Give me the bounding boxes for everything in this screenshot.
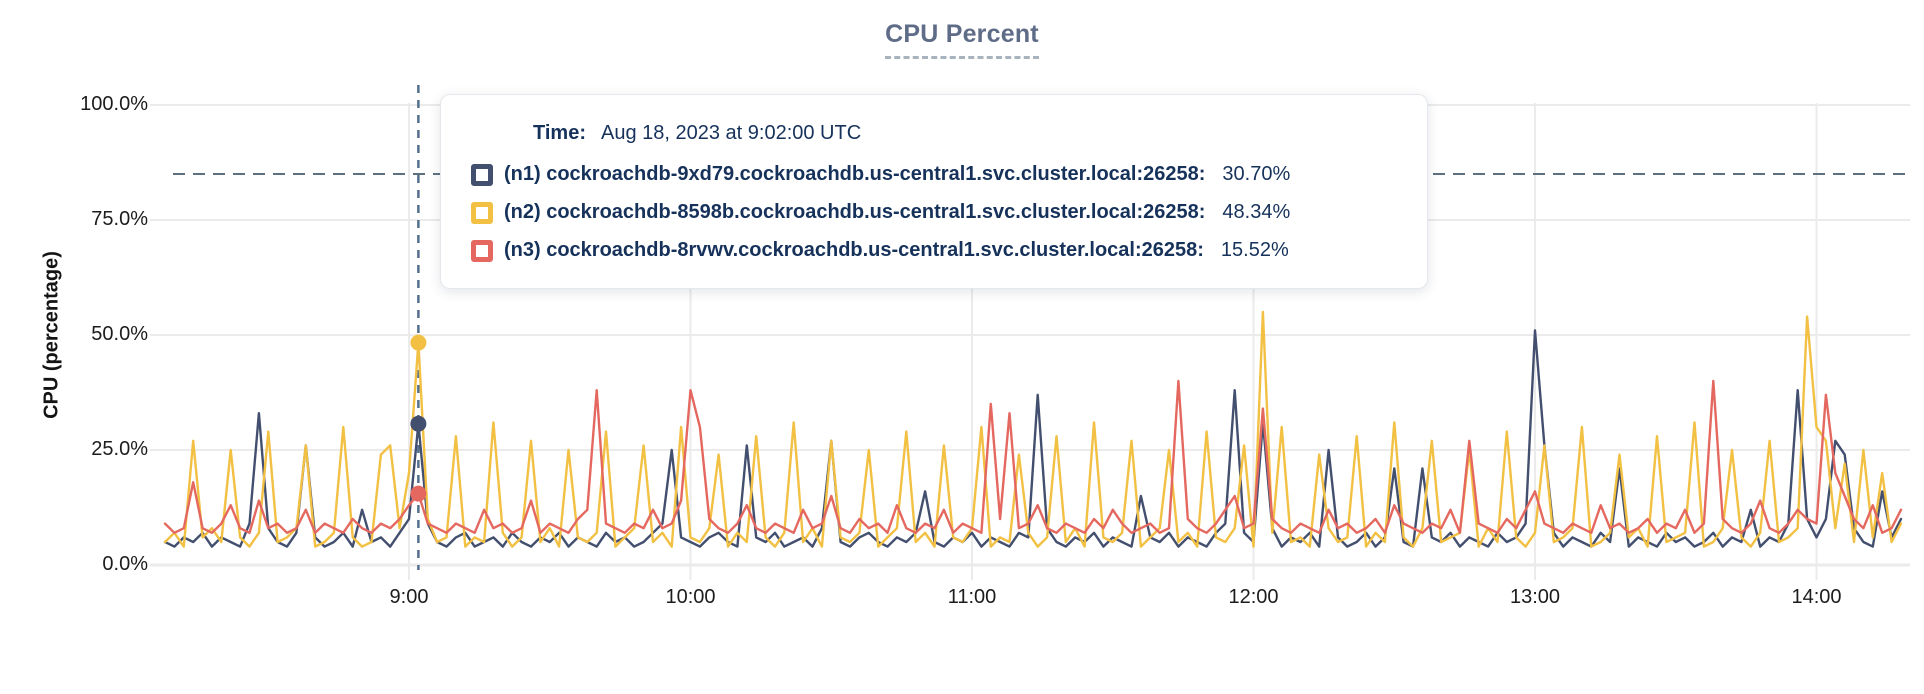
hover-point-n2 bbox=[410, 334, 427, 351]
y-axis-tick-label: 75.0% bbox=[91, 208, 148, 230]
series-swatch-icon bbox=[471, 239, 493, 262]
tooltip-time-row: Time: Aug 18, 2023 at 9:02:00 UTC bbox=[533, 122, 1401, 145]
series-swatch-icon bbox=[471, 201, 493, 224]
tooltip-series-rows: (n1) cockroachdb-9xd79.cockroachdb.us-ce… bbox=[471, 163, 1401, 262]
series-value: 48.34% bbox=[1222, 201, 1291, 223]
tooltip-row-n1: (n1) cockroachdb-9xd79.cockroachdb.us-ce… bbox=[471, 163, 1401, 186]
x-axis-tick-label: 14:00 bbox=[1791, 586, 1842, 608]
tooltip-row-n2: (n2) cockroachdb-8598b.cockroachdb.us-ce… bbox=[471, 201, 1401, 224]
series-label: (n1) cockroachdb-9xd79.cockroachdb.us-ce… bbox=[504, 163, 1206, 185]
series-label: (n2) cockroachdb-8598b.cockroachdb.us-ce… bbox=[504, 201, 1206, 223]
x-axis-tick-label: 13:00 bbox=[1509, 586, 1561, 608]
tooltip-time-label: Time: bbox=[533, 122, 586, 144]
tooltip-row-n3: (n3) cockroachdb-8rvwv.cockroachdb.us-ce… bbox=[471, 239, 1401, 262]
x-axis-tick-label: 12:00 bbox=[1228, 586, 1279, 608]
hover-point-n3 bbox=[410, 485, 427, 502]
series-value: 30.70% bbox=[1222, 163, 1291, 185]
tooltip-time-value: Aug 18, 2023 at 9:02:00 UTC bbox=[600, 122, 862, 144]
chart-title-text[interactable]: CPU Percent bbox=[885, 20, 1039, 59]
series-swatch-icon bbox=[471, 163, 493, 186]
series-label: (n3) cockroachdb-8rvwv.cockroachdb.us-ce… bbox=[504, 239, 1204, 261]
series-line-n3 bbox=[163, 379, 1903, 534]
series-value: 15.52% bbox=[1220, 239, 1289, 261]
y-axis-tick-label: 0.0% bbox=[102, 553, 148, 575]
hover-point-n1 bbox=[410, 415, 427, 432]
x-axis-tick-label: 11:00 bbox=[947, 586, 997, 608]
x-axis-tick-label: 10:00 bbox=[665, 586, 716, 608]
y-axis-tick-label: 50.0% bbox=[91, 323, 148, 345]
chart-title: CPU Percent bbox=[0, 20, 1924, 59]
series-line-n2 bbox=[163, 310, 1903, 548]
x-axis-tick-label: 9:00 bbox=[389, 586, 429, 608]
y-axis-tick-label: 100.0% bbox=[80, 93, 148, 115]
hover-tooltip: Time: Aug 18, 2023 at 9:02:00 UTC (n1) co… bbox=[440, 94, 1428, 289]
y-axis-tick-label: 25.0% bbox=[91, 438, 148, 460]
